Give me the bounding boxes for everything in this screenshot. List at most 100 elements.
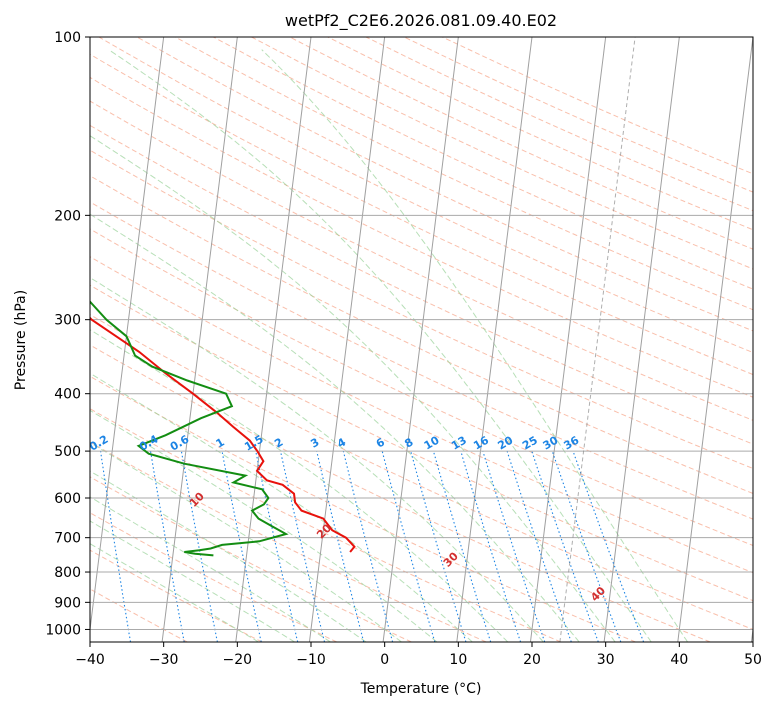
dry-adiabat [136, 37, 753, 332]
dry-adiabat [90, 228, 753, 547]
dry-adiabats [90, 37, 753, 642]
moist-adiabat [90, 277, 544, 642]
mixing-ratio-label: 0.4 [137, 432, 161, 453]
mixing-ratio-line [432, 450, 492, 642]
dewpoint-trace [90, 300, 289, 557]
x-tick-label: −30 [149, 652, 179, 668]
dry-adiabat [90, 441, 487, 642]
isotherm-line [308, 37, 386, 642]
mixing-ratio-line [572, 450, 645, 642]
y-tick-label: 300 [54, 313, 81, 329]
dry-adiabat-label: 30 [441, 549, 461, 569]
isotherm-line [456, 37, 533, 642]
dry-adiabat [174, 37, 753, 311]
dry-adiabat [90, 588, 188, 642]
chart-title: wetPf2_C2E6.2026.081.09.40.E02 [285, 11, 557, 31]
dry-adiabat [90, 314, 753, 630]
dry-adiabat [90, 124, 753, 445]
isotherm-line [161, 37, 238, 642]
dry-adiabat [90, 408, 562, 642]
dry-adiabat [403, 37, 753, 193]
dry-adiabat [90, 256, 753, 574]
y-tick-label: 200 [54, 208, 81, 224]
mixing-ratio-label: 6 [374, 435, 387, 450]
y-tick-label: 900 [54, 595, 81, 611]
mixing-ratio-label: 0.2 [87, 433, 110, 454]
y-axis: 100 200 300 400 500 600 700 800 900 1000 [45, 30, 90, 638]
dry-adiabat [98, 37, 753, 354]
x-tick-label: 10 [449, 652, 467, 668]
moist-adiabat [90, 543, 259, 642]
mixing-ratio-line [381, 450, 436, 642]
skewed-isotherms [90, 37, 753, 642]
dry-adiabat [90, 76, 753, 398]
plot-area: -100-90-80-70-60-50-40-30-20-10010203040… [87, 37, 753, 642]
dry-adiabat [90, 512, 337, 642]
dry-adiabat [90, 175, 753, 494]
mixing-ratio-line [531, 450, 599, 642]
isotherm-line [382, 37, 459, 642]
dry-adiabat [90, 375, 636, 642]
isotherm-line [603, 37, 680, 642]
isotherm-line [750, 625, 753, 642]
y-tick-label: 100 [54, 30, 81, 46]
dry-adiabat [251, 37, 753, 270]
mixing-ratio-line [551, 450, 622, 642]
moist-adiabat [108, 49, 652, 642]
y-tick-label: 700 [54, 531, 81, 547]
moist-adiabat [90, 496, 331, 642]
mixing-ratio-label: 10 [422, 433, 442, 452]
mixing-ratio-label: 1 [214, 436, 227, 451]
mixing-ratio-line [316, 450, 365, 642]
x-tick-label: 0 [380, 652, 389, 668]
y-tick-label: 600 [54, 491, 81, 507]
y-tick-label: 1000 [45, 622, 81, 638]
mixing-ratio-line [180, 451, 218, 642]
mixing-ratio-line [100, 451, 132, 642]
sounding-traces [90, 37, 636, 642]
dry-adiabat-label: 40 [588, 584, 608, 604]
y-tick-label: 800 [54, 565, 81, 581]
dry-adiabat-label: 20 [314, 521, 334, 541]
mixing-ratio-line [279, 450, 326, 642]
mixing-ratio-label: 25 [520, 434, 540, 453]
moist-adiabat [90, 470, 367, 642]
mixing-ratio-line [342, 450, 394, 642]
dry-adiabat [90, 100, 753, 421]
parcel-reference-trace [559, 37, 636, 642]
y-tick-label: 500 [54, 444, 81, 460]
plot-frame [89, 36, 754, 643]
dry-adiabat-label: 10 [187, 490, 207, 510]
isotherm-line [90, 37, 165, 634]
moist-adiabat [90, 372, 473, 642]
temperature-trace [90, 316, 356, 553]
mixing-ratio-label: 1.5 [242, 433, 265, 454]
mixing-ratio-line [255, 450, 299, 642]
mixing-ratio-label: 20 [495, 433, 515, 452]
mixing-ratio-label: 16 [471, 433, 491, 452]
mixing-ratio-line [482, 450, 546, 642]
moist-adiabat [261, 49, 689, 642]
moist-adiabat [90, 409, 438, 642]
dry-adiabat [90, 549, 263, 642]
isobar-grid [90, 37, 753, 630]
mixing-ratio-line [221, 450, 262, 642]
dry-adiabat [90, 284, 753, 602]
isotherm-line [529, 37, 607, 642]
mixing-ratio-label: 30 [541, 433, 561, 452]
mixing-ratio-line [460, 450, 522, 642]
moist-adiabat [90, 213, 580, 642]
mixing-ratio-label: 36 [561, 433, 581, 452]
x-tick-label: −40 [75, 652, 105, 668]
contour-labels: -100-90-80-70-60-50-40-30-20-10010203040… [87, 432, 608, 604]
moist-adiabat [90, 441, 402, 642]
x-tick-label: 40 [670, 652, 688, 668]
dry-adiabat [90, 201, 753, 520]
mixing-ratio-label: 4 [335, 435, 348, 450]
moist-adiabat [90, 135, 616, 642]
mixing-ratio-label: 2 [272, 436, 285, 451]
mixing-ratio-line [410, 450, 467, 642]
moist-adiabat [90, 329, 509, 642]
moist-adiabats [90, 49, 689, 642]
